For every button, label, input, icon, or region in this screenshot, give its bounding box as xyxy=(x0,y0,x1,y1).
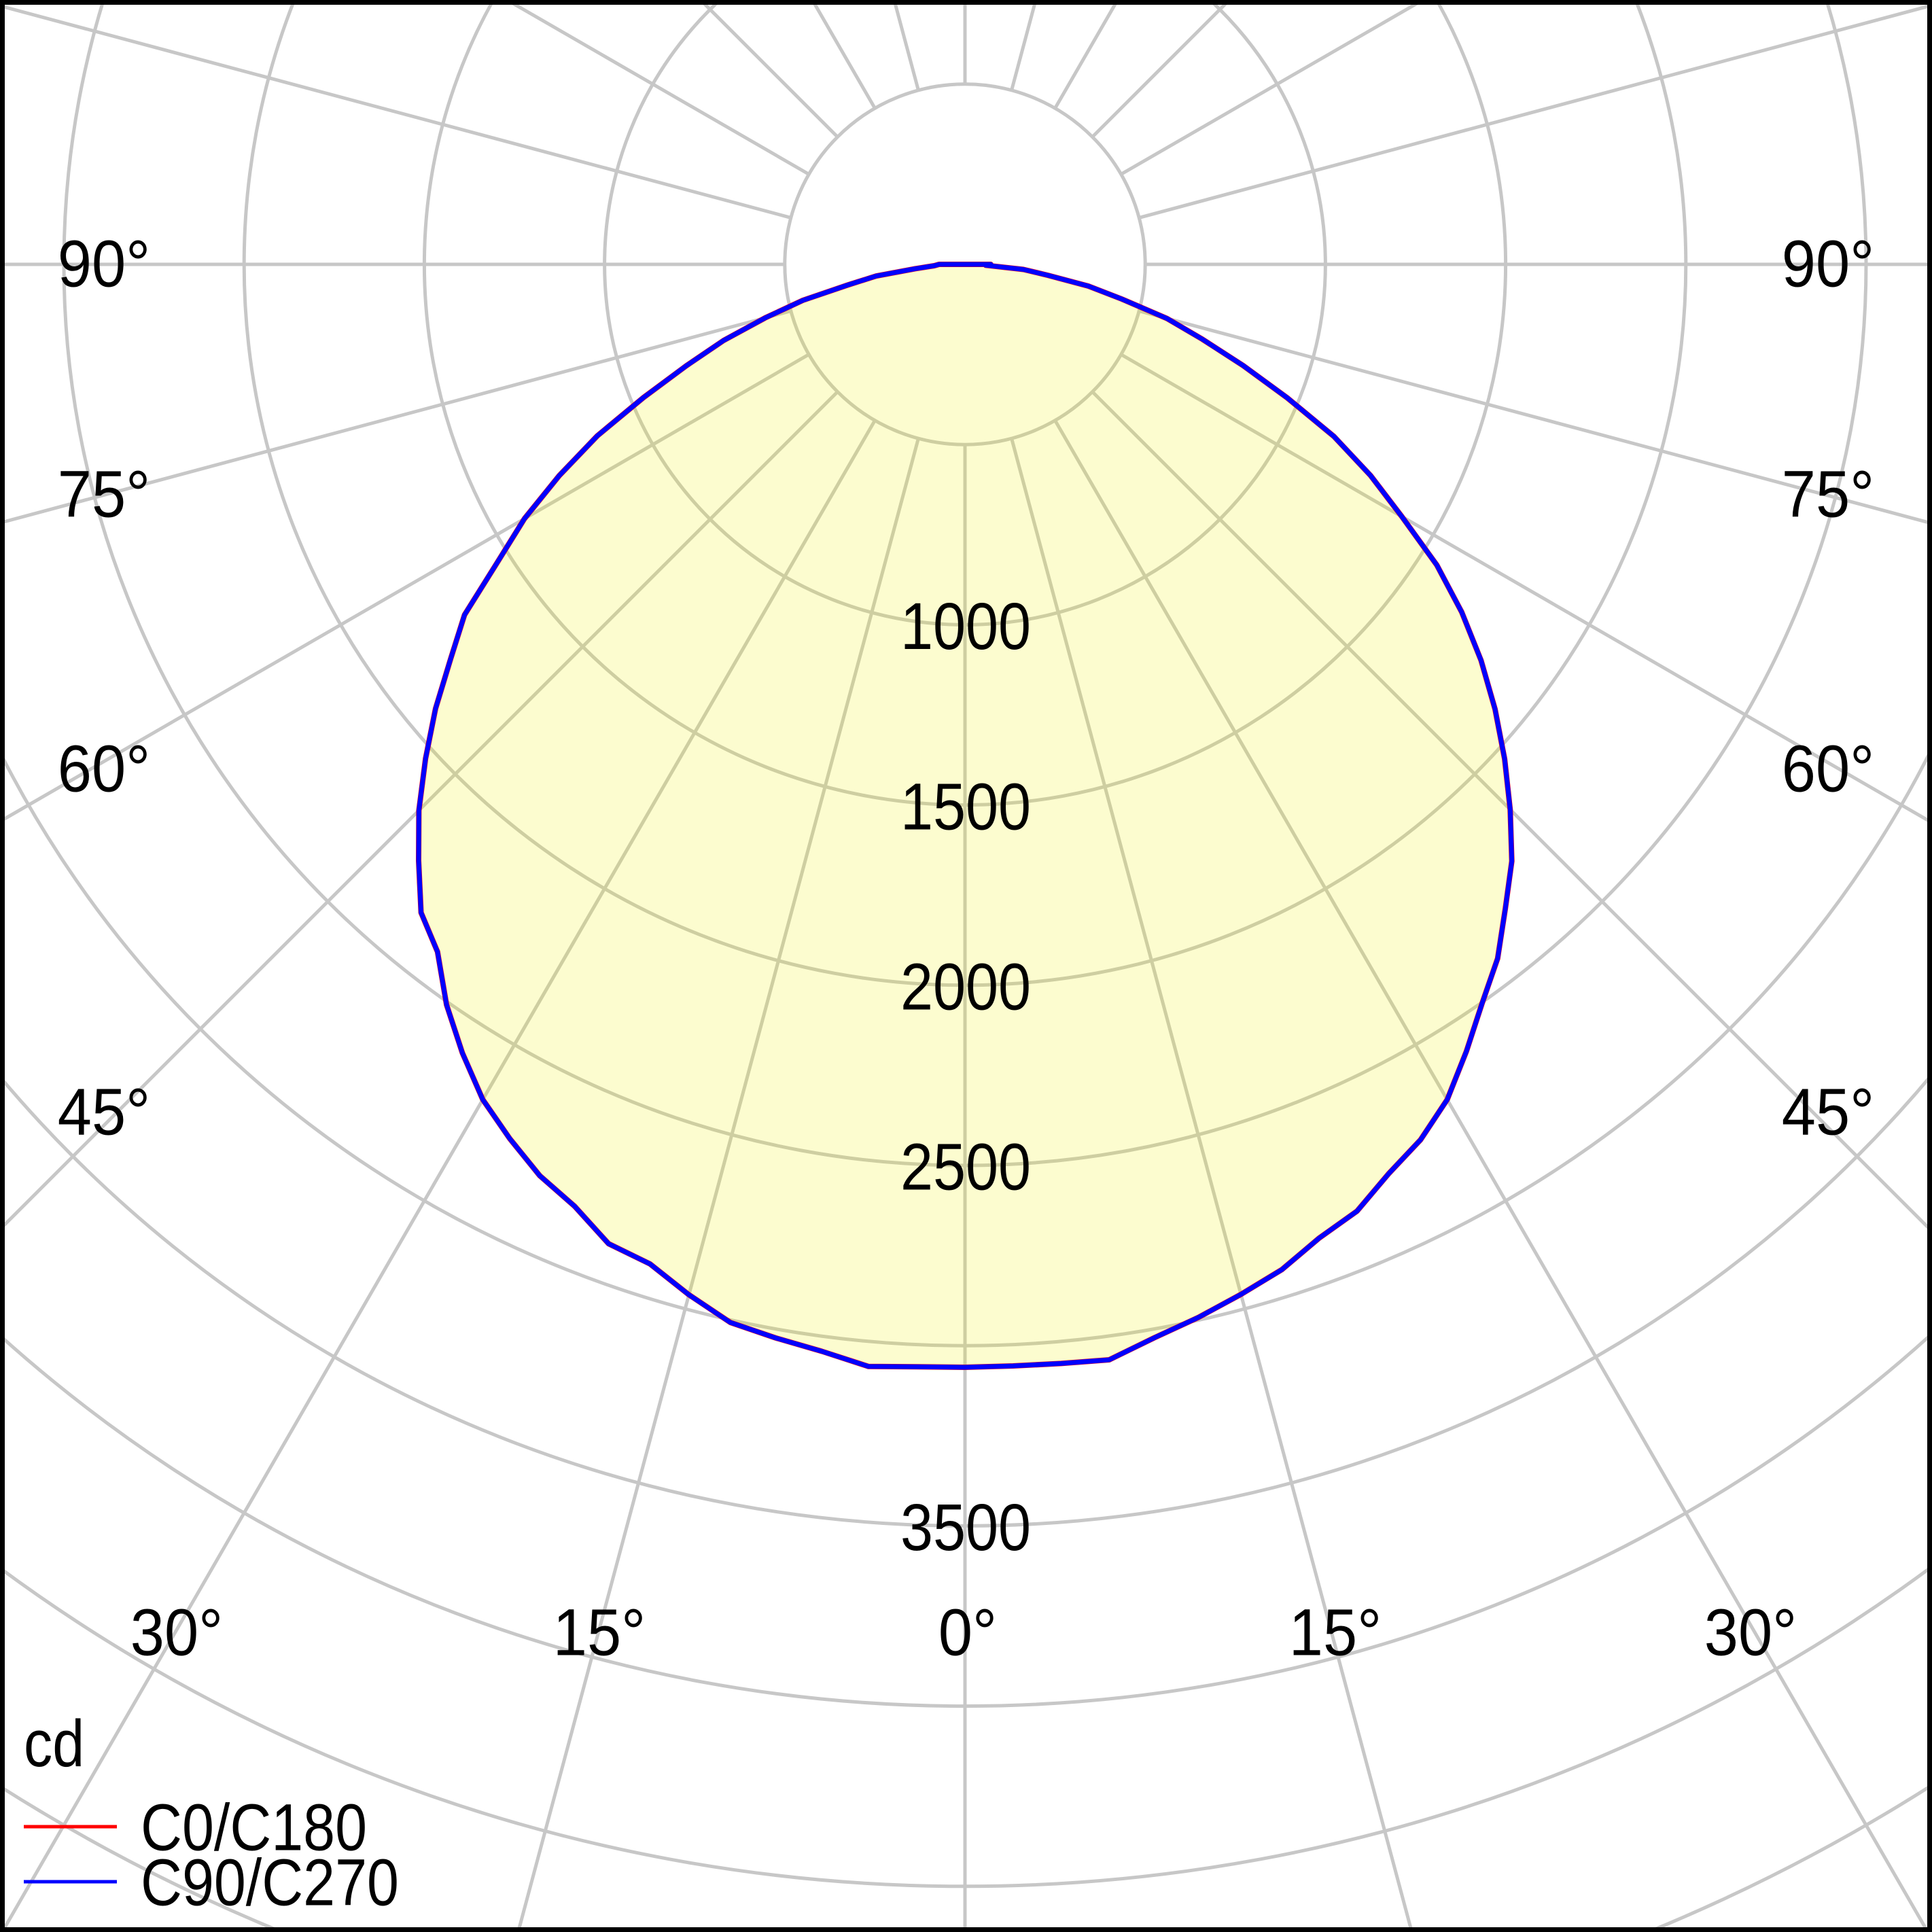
svg-text:90°: 90° xyxy=(1782,227,1874,301)
svg-text:15°: 15° xyxy=(1289,1596,1382,1670)
svg-text:75°: 75° xyxy=(58,457,150,531)
svg-text:C90/C270: C90/C270 xyxy=(141,1846,399,1920)
svg-text:90°: 90° xyxy=(58,227,150,301)
svg-text:45°: 45° xyxy=(1782,1075,1874,1149)
svg-text:2500: 2500 xyxy=(900,1131,1031,1204)
svg-text:1500: 1500 xyxy=(900,771,1031,844)
svg-text:30°: 30° xyxy=(1704,1596,1797,1670)
svg-text:45°: 45° xyxy=(58,1075,150,1149)
svg-text:15°: 15° xyxy=(553,1596,646,1670)
svg-text:1000: 1000 xyxy=(900,591,1031,664)
svg-text:cd: cd xyxy=(24,1708,84,1781)
svg-text:2000: 2000 xyxy=(900,951,1031,1024)
svg-text:0°: 0° xyxy=(938,1596,997,1670)
svg-text:60°: 60° xyxy=(1782,732,1874,806)
svg-text:30°: 30° xyxy=(130,1596,223,1670)
svg-text:75°: 75° xyxy=(1782,457,1874,531)
svg-text:60°: 60° xyxy=(58,732,150,806)
svg-text:C0/C180: C0/C180 xyxy=(141,1791,367,1865)
svg-text:3500: 3500 xyxy=(900,1492,1031,1565)
